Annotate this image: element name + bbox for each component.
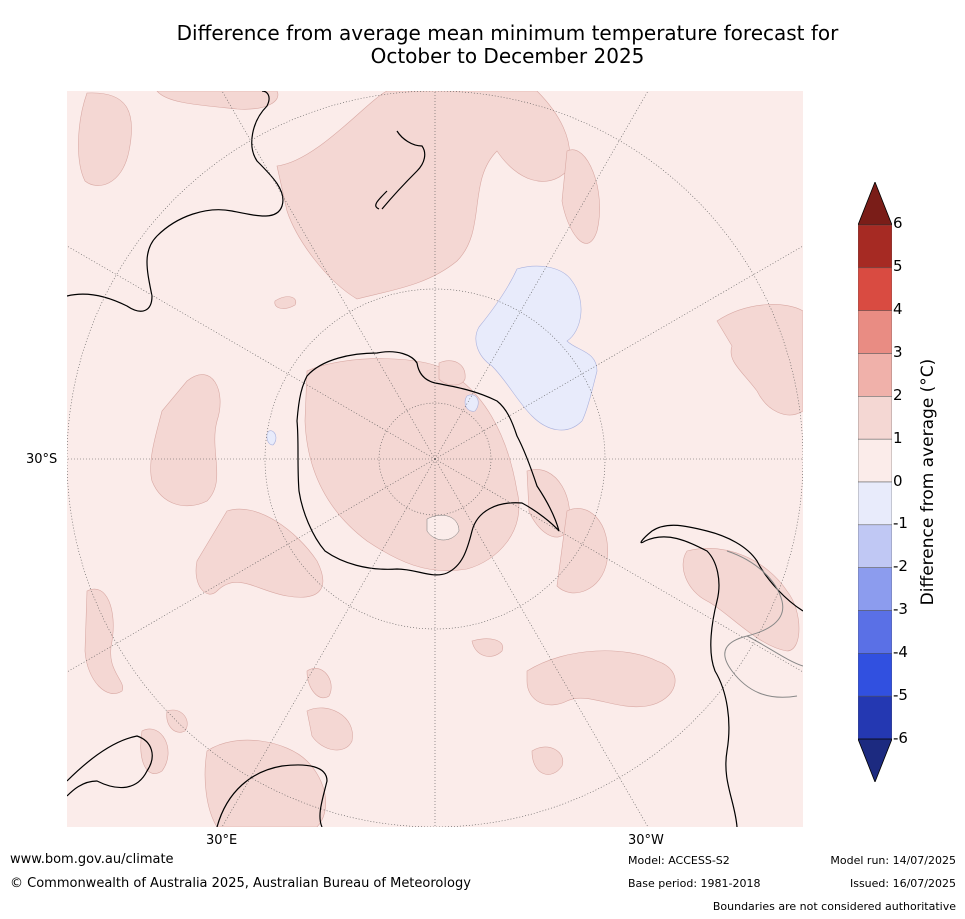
footer-url[interactable]: www.bom.gov.au/climate: [10, 852, 174, 867]
colorbar-over-arrow: [858, 182, 892, 226]
title-line-2: October to December 2025: [370, 44, 645, 68]
colorbar-tick: -3: [893, 600, 908, 618]
colorbar-bin: [858, 396, 892, 440]
colorbar-bin: [858, 353, 892, 397]
colorbar-bin: [858, 567, 892, 611]
colorbar: [858, 182, 892, 782]
antarctic-inner-patch: [426, 515, 460, 541]
footer-copyright: © Commonwealth of Australia 2025, Austra…: [10, 876, 471, 891]
latitude-label-30s: 30°S: [26, 452, 58, 467]
colorbar-tick: 5: [893, 257, 903, 275]
colorbar-label-text: Difference from average (°C): [918, 358, 938, 606]
polar-map: [67, 91, 803, 827]
footer-model: Model: ACCESS-S2: [628, 854, 730, 867]
footer-model-run: Model run: 14/07/2025: [830, 854, 956, 867]
colorbar-bin: [858, 695, 892, 740]
longitude-label-30e: 30°E: [206, 833, 238, 848]
colorbar-tick: 6: [893, 214, 903, 232]
colorbar-bins: [858, 224, 892, 740]
colorbar-bin: [858, 524, 892, 568]
colorbar-bin: [858, 653, 892, 697]
new-zealand-coastline: [375, 130, 426, 210]
colorbar-tick: -6: [893, 729, 908, 747]
antarctica-coastline: [296, 351, 560, 576]
south-america-borders: [724, 550, 803, 698]
colorbar-tick: -5: [893, 686, 908, 704]
footer-issued: Issued: 16/07/2025: [849, 877, 956, 890]
colorbar-tick: 2: [893, 386, 903, 404]
chart-title: Difference from average mean minimum tem…: [0, 22, 965, 68]
colorbar-under-arrow: [858, 738, 892, 782]
colorbar-bin: [858, 310, 892, 354]
footer-base-period: Base period: 1981-2018: [628, 877, 761, 890]
colorbar-bin: [858, 438, 892, 483]
colorbar-tick: -2: [893, 557, 908, 575]
cool-anomaly-regions: [266, 265, 598, 446]
longitude-label-30w: 30°W: [628, 833, 664, 848]
footer-disclaimer: Boundaries are not considered authoritat…: [712, 900, 956, 913]
graticule: [67, 91, 803, 827]
colorbar-tick: -1: [893, 514, 908, 532]
south-america-coastline: [640, 524, 803, 827]
colorbar-bin: [858, 224, 892, 269]
colorbar-tick: 3: [893, 343, 903, 361]
title-line-1: Difference from average mean minimum tem…: [176, 21, 839, 45]
colorbar-bin: [858, 610, 892, 654]
warm-anomaly-regions: [78, 91, 803, 827]
colorbar-tick: 0: [893, 472, 903, 490]
africa-coastline: [67, 735, 328, 827]
australia-coastline: [67, 91, 284, 312]
colorbar-tick: -4: [893, 643, 908, 661]
colorbar-tick: 4: [893, 300, 903, 318]
colorbar-tick: 1: [893, 429, 903, 447]
colorbar-bin: [858, 481, 892, 526]
colorbar-bin: [858, 267, 892, 311]
